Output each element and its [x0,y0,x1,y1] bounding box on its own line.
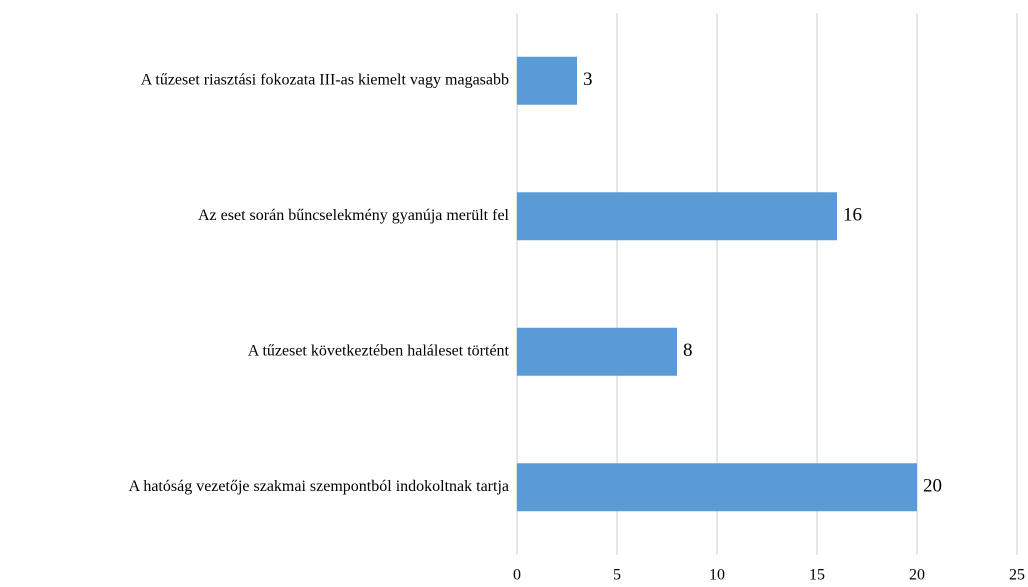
bar [517,56,577,105]
y-tick-label: Az eset során bűncselekmény gyanúja merü… [198,207,510,224]
y-tick-label: A tűzeset riasztási fokozata III-as kiem… [141,71,509,88]
x-tick-label: 15 [809,567,825,584]
x-tick-label: 5 [613,567,621,584]
data-label: 16 [843,205,862,226]
bar [517,192,837,241]
x-tick-label: 25 [1009,567,1025,584]
x-tick-label: 0 [513,567,521,584]
data-label: 3 [583,69,593,90]
x-tick-label: 20 [909,567,925,584]
y-tick-label: A hatóság vezetője szakmai szempontból i… [129,478,509,495]
x-tick-label: 10 [709,567,725,584]
data-label: 20 [923,476,942,497]
data-label: 8 [683,340,693,361]
bar [517,327,677,376]
y-tick-label: A tűzeset következtében haláleset történ… [248,342,510,359]
bar [517,463,917,512]
